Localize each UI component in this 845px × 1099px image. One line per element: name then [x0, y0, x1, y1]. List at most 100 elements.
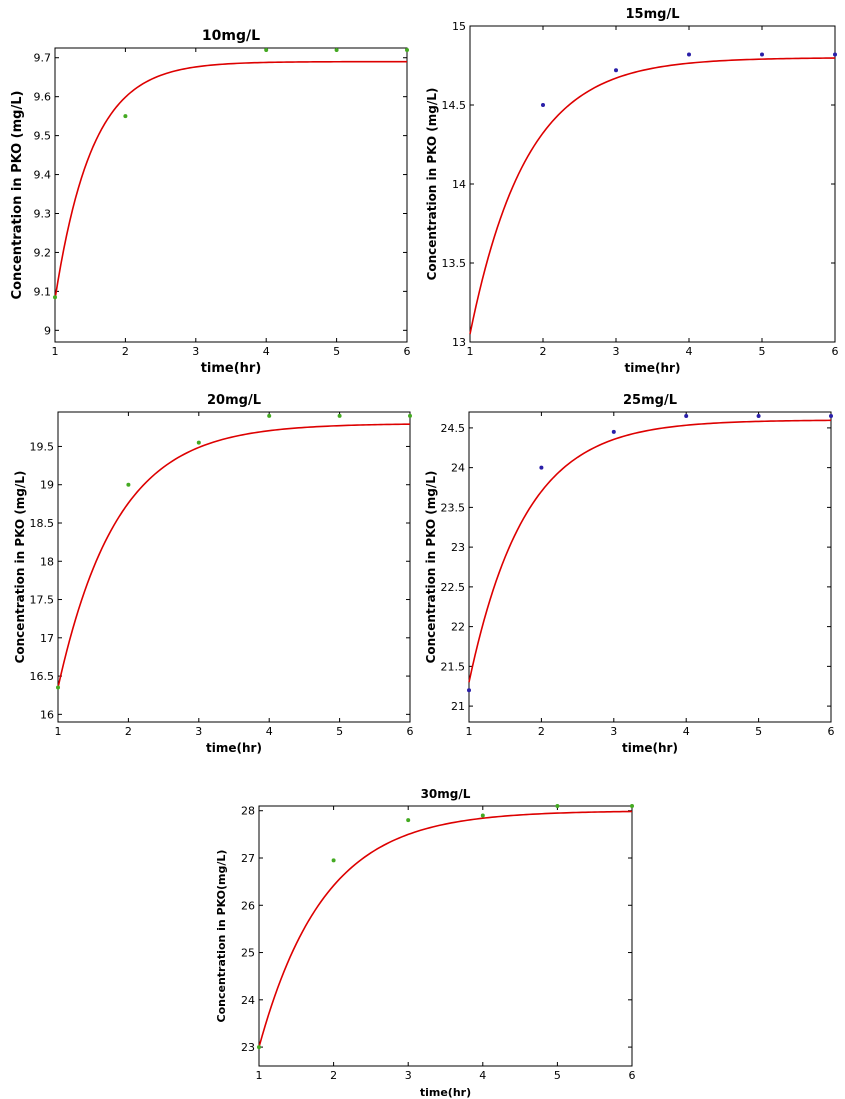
data-point [408, 413, 412, 418]
y-tick-label: 15 [452, 20, 466, 33]
x-tick-label: 2 [540, 345, 547, 358]
x-tick-label: 6 [629, 1069, 636, 1082]
y-tick-label: 22.5 [441, 581, 466, 594]
data-point [611, 429, 616, 434]
data-point [684, 413, 689, 418]
y-tick-label: 21 [451, 700, 465, 713]
y-tick-label: 22 [451, 621, 465, 634]
fit-curve [54, 60, 407, 300]
y-tick-label: 9.7 [34, 52, 52, 65]
data-point [541, 103, 545, 107]
data-point [53, 295, 57, 300]
y-tick-label: 24.5 [441, 422, 466, 435]
axes-box [57, 411, 411, 723]
chart-title: 10mg/L [202, 28, 260, 44]
fit-curve [258, 810, 633, 1048]
fit-curve [468, 419, 832, 683]
x-tick-label: 6 [832, 345, 839, 358]
x-tick-label: 5 [755, 725, 762, 738]
x-axis-label: time(hr) [625, 361, 681, 375]
y-tick-label: 13.5 [442, 257, 467, 270]
x-tick-label: 6 [404, 345, 411, 358]
x-tick-label: 1 [466, 725, 473, 738]
y-tick-label: 27 [241, 852, 255, 865]
data-point [337, 413, 342, 418]
y-axis-label: Concentration in PKO(mg/L) [215, 850, 228, 1023]
panel-30mg: 1 2 3 4 5 623242526272830mg/Ltime(hr)Concentr… [215, 787, 636, 1099]
x-tick-label: 3 [195, 725, 202, 738]
x-tick-label: 5 [759, 345, 766, 358]
x-tick-label: 4 [263, 345, 270, 358]
panel-10mg: 1 2 3 4 5 6 9 9.1 9.2 9.3 9.4 9.5 9.6 9.7 10mg/L time(h… [10, 28, 411, 376]
x-tick-label: 3 [610, 725, 617, 738]
x-tick-label: 5 [333, 345, 340, 358]
axes-box [469, 25, 836, 343]
data-point [126, 482, 131, 487]
y-tick-label: 9.6 [34, 91, 52, 104]
data-point [405, 47, 409, 52]
data-point [264, 47, 269, 52]
chart-title: 25mg/L [623, 393, 677, 408]
data-point [257, 1045, 261, 1050]
y-tick-label: 9.1 [34, 285, 52, 298]
y-tick-label: 23 [451, 541, 465, 554]
x-tick-label: 6 [407, 725, 414, 738]
x-tick-label: 4 [266, 725, 273, 738]
axes-box [258, 805, 633, 1067]
y-tick-label: 9.5 [34, 130, 52, 143]
y-tick-label: 21.5 [441, 660, 466, 673]
y-tick-label: 28 [241, 805, 255, 818]
x-tick-label: 4 [686, 345, 693, 358]
y-tick-label: 18.5 [30, 517, 55, 530]
data-point [334, 47, 339, 52]
chart-title: 15mg/L [626, 7, 680, 22]
x-tick-label: 1 [467, 345, 474, 358]
y-axis-label: Concentration in PKO (mg/L) [13, 471, 27, 664]
y-tick-label: 13 [452, 336, 466, 349]
x-tick-label: 3 [192, 345, 199, 358]
data-point [614, 68, 618, 73]
x-tick-label: 5 [336, 725, 343, 738]
data-point [756, 413, 761, 418]
x-tick-label: 3 [405, 1069, 412, 1082]
data-point [555, 804, 560, 808]
fit-curve [469, 57, 836, 335]
y-tick-label: 25 [241, 947, 255, 960]
x-axis-label: time(hr) [622, 741, 678, 755]
y-axis-label: Concentration in PKO (mg/L) [425, 88, 439, 281]
axes-box [54, 47, 408, 343]
x-tick-label: 4 [683, 725, 690, 738]
x-axis-label: time(hr) [201, 361, 262, 376]
data-point [480, 813, 485, 818]
data-point [630, 804, 634, 808]
data-point [406, 818, 411, 823]
x-tick-label: 2 [538, 725, 545, 738]
data-point [687, 52, 691, 57]
x-tick-label: 4 [479, 1069, 486, 1082]
x-tick-label: 1 [256, 1069, 263, 1082]
y-tick-label: 9.3 [34, 207, 52, 220]
x-tick-label: 3 [613, 345, 620, 358]
y-tick-label: 17 [40, 632, 54, 645]
y-tick-label: 23.5 [441, 501, 466, 514]
y-tick-label: 9.2 [34, 246, 52, 259]
data-point [829, 413, 833, 418]
y-tick-label: 26 [241, 899, 255, 912]
y-tick-label: 17.5 [30, 594, 55, 607]
x-tick-label: 2 [122, 345, 129, 358]
data-point [760, 52, 764, 57]
chart-title: 30mg/L [421, 787, 471, 801]
data-point [833, 52, 837, 57]
data-point [331, 858, 336, 863]
data-point [123, 114, 128, 119]
y-tick-label: 16.5 [30, 670, 55, 683]
y-tick-label: 18 [40, 555, 54, 568]
x-tick-label: 2 [330, 1069, 337, 1082]
data-point [267, 413, 272, 418]
y-tick-label: 14 [452, 178, 466, 191]
y-tick-label: 24 [241, 994, 255, 1007]
y-axis-label: Concentration in PKO (mg/L) [424, 471, 438, 664]
panel-15mg: 1 2 3 4 5 6 13 13.5 14 14.5 15 15mg/L time(hr) Concen… [425, 7, 839, 375]
x-axis-label: time(hr) [206, 741, 262, 755]
y-tick-label: 24 [451, 462, 465, 475]
